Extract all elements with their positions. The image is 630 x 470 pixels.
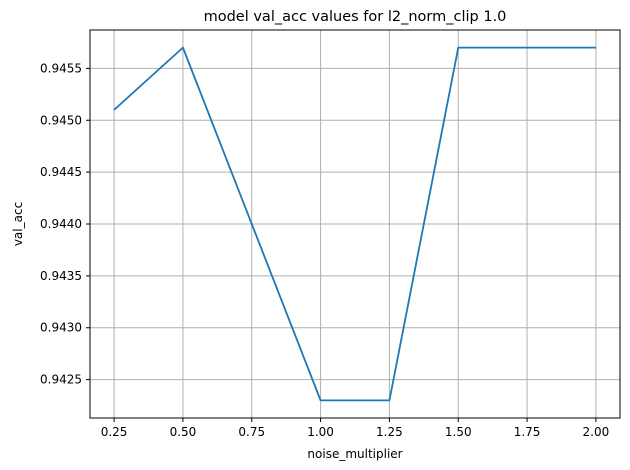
x-tick-label: 1.00	[307, 425, 334, 439]
y-tick-label: 0.9455	[40, 61, 82, 75]
x-tick-label: 1.50	[445, 425, 472, 439]
y-tick-label: 0.9430	[40, 321, 82, 335]
x-tick-label: 1.75	[514, 425, 541, 439]
x-tick-label: 0.50	[170, 425, 197, 439]
x-tick-label: 0.75	[238, 425, 265, 439]
y-axis-label: val_acc	[11, 202, 25, 246]
x-axis-ticks: 0.25 0.50 0.75 1.00 1.25 1.50 1.75 2.00	[101, 418, 610, 439]
chart-title: model val_acc values for l2_norm_clip 1.…	[204, 9, 507, 25]
grid-lines	[90, 30, 620, 418]
y-tick-label: 0.9440	[40, 217, 82, 231]
y-tick-label: 0.9445	[40, 165, 82, 179]
y-axis-ticks: 0.9425 0.9430 0.9435 0.9440 0.9445 0.9450 0.94…	[40, 61, 90, 387]
y-tick-label: 0.9425	[40, 373, 82, 387]
y-tick-label: 0.9450	[40, 113, 82, 127]
series-line	[113, 46, 596, 402]
x-axis-label: noise_multiplier	[307, 447, 402, 461]
x-tick-label: 1.25	[376, 425, 403, 439]
x-tick-label: 2.00	[583, 425, 610, 439]
x-tick-label: 0.25	[101, 425, 128, 439]
y-tick-label: 0.9435	[40, 269, 82, 283]
series-group	[113, 46, 596, 402]
